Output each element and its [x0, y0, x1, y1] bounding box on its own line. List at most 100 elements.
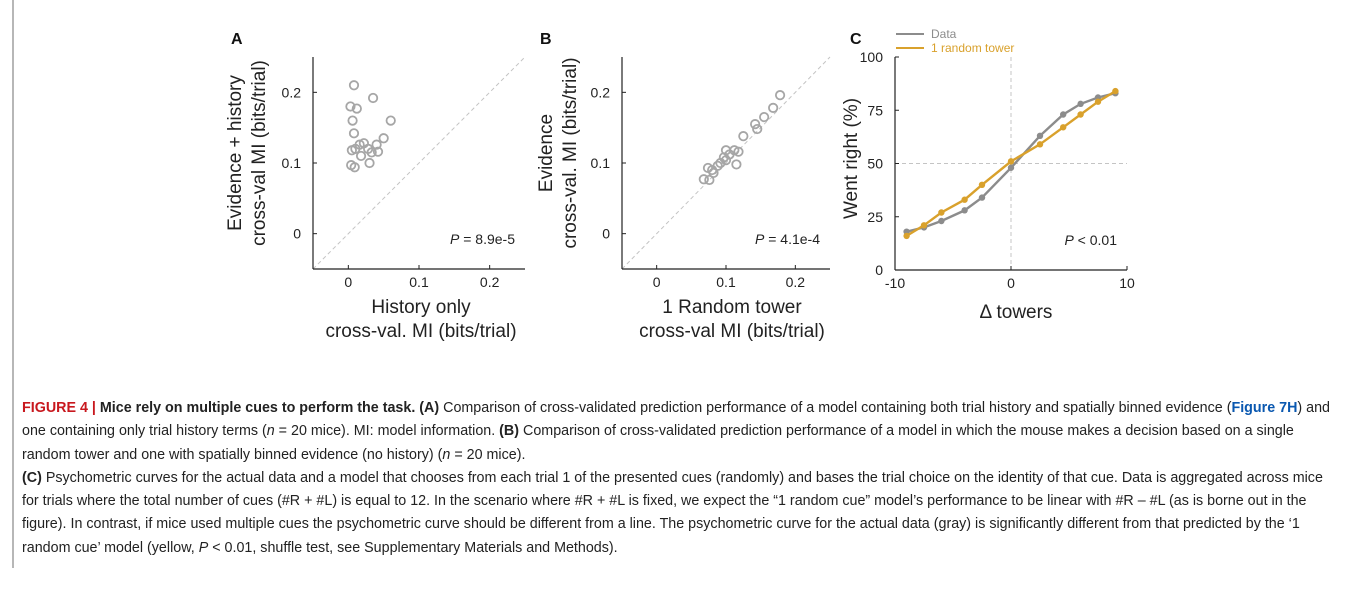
identity-line: [621, 56, 831, 270]
y-tick-label: 0.2: [591, 84, 611, 100]
p-value-annotation: P = 8.9e-5: [450, 231, 515, 247]
series-point: [978, 181, 986, 188]
caption-italic: n: [442, 446, 451, 463]
x-tick-label: 0: [1007, 275, 1015, 291]
scatter-point: [704, 174, 715, 186]
scatter-point: [355, 150, 367, 162]
caption-tag-b: (B): [499, 423, 520, 440]
x-tick-label: -10: [885, 275, 905, 291]
caption-paragraph: FIGURE 4 | Mice rely on multiple cues to…: [22, 397, 1342, 560]
scatter-point: [385, 115, 396, 126]
x-axis-label: cross-val MI (bits/trial): [639, 321, 825, 342]
scatter-point: [366, 147, 377, 158]
caption-text: Psychometric curves for the actual data …: [22, 469, 1323, 556]
y-axis-label: cross-val. MI (bits/trial): [560, 57, 581, 248]
scatter-point: [750, 119, 761, 130]
p-value-annotation: P = 4.1e-4: [755, 231, 820, 247]
series-point: [920, 222, 928, 229]
scatter-point: [346, 145, 357, 156]
y-tick-label: 0.2: [282, 84, 302, 100]
series-point: [1036, 141, 1044, 148]
x-tick-label: 0.1: [716, 274, 736, 290]
series-point: [1007, 164, 1015, 171]
scatter-point: [371, 139, 382, 150]
scatter-point: [768, 102, 779, 113]
caption-tag-a: (A): [419, 400, 440, 416]
y-tick-label: 0: [293, 226, 301, 242]
caption-text: = 20 mice).: [450, 446, 526, 463]
panel-letter: C: [850, 31, 862, 48]
series-point: [938, 217, 945, 225]
legend-label: 1 random tower: [931, 41, 1014, 55]
figure-charts: A 0 0.1 0.2 0 0.1 0.2 History only cross-val. MI…: [225, 27, 1135, 342]
caption-text: = 20 mice). MI: model information.: [274, 423, 500, 440]
scatter-point: [731, 159, 742, 170]
y-tick-label: 75: [867, 102, 883, 118]
x-axis-label: cross-val. MI (bits/trial): [325, 321, 516, 342]
scatter-point: [372, 146, 384, 157]
y-axis-label: Evidence: [536, 114, 557, 192]
y-tick-label: 100: [860, 49, 884, 65]
series-point: [1060, 111, 1067, 118]
series-point: [978, 194, 986, 201]
caption-figure-link[interactable]: Figure 7H: [1231, 400, 1298, 416]
caption-figure-label: FIGURE 4 |: [22, 400, 96, 416]
p-value-symbol: P: [450, 231, 460, 247]
scatter-point: [348, 128, 360, 139]
series-point: [938, 209, 945, 216]
series-point: [1077, 111, 1084, 118]
series-point: [1112, 87, 1119, 95]
p-value-text: = 4.1e-4: [764, 231, 820, 247]
panel-letter: A: [231, 31, 243, 48]
scatter-point: [720, 155, 732, 166]
scatter-point: [364, 157, 375, 169]
series-point: [961, 196, 968, 203]
x-tick-label: 0.1: [409, 274, 429, 290]
scatter-point: [752, 123, 763, 135]
x-tick-label: 10: [1119, 275, 1135, 291]
series-point: [903, 232, 910, 240]
scatter-point: [348, 80, 360, 91]
scatter-point: [738, 131, 749, 142]
identity-line: [312, 56, 526, 270]
scatter-point: [349, 162, 360, 173]
scatter-point: [759, 111, 770, 123]
x-tick-label: 0.2: [786, 274, 806, 290]
scatter-point: [367, 92, 379, 104]
y-tick-label: 0.1: [282, 155, 302, 171]
series-point: [1060, 124, 1067, 131]
x-tick-label: 0.2: [480, 274, 500, 290]
caption-text: < 0.01, shuffle test, see Supplementary …: [208, 539, 618, 556]
p-value-text: = 8.9e-5: [459, 231, 515, 247]
y-axis-label: Evidence + history: [225, 75, 246, 231]
scatter-point: [378, 133, 389, 144]
series-point: [1094, 98, 1102, 105]
p-value-symbol: P: [1064, 232, 1074, 248]
y-tick-label: 0.1: [591, 155, 611, 171]
y-tick-label: 0: [602, 226, 610, 242]
scatter-point: [715, 157, 726, 169]
x-axis-label: History only: [371, 297, 471, 318]
scatter-point: [774, 90, 786, 101]
x-tick-label: 0: [653, 274, 661, 290]
caption-italic: n: [266, 423, 275, 440]
y-tick-label: 0: [875, 262, 883, 278]
series-point: [961, 207, 968, 214]
p-value-annotation: P < 0.01: [1064, 232, 1117, 248]
scatter-point: [345, 101, 356, 112]
scatter-point: [347, 115, 358, 126]
legend-label: Data: [931, 27, 957, 41]
y-axis-label: cross-val MI (bits/trial): [249, 60, 270, 246]
series-point: [1007, 158, 1015, 165]
left-border-rule: [12, 0, 14, 568]
caption-title: Mice rely on multiple cues to perform th…: [95, 400, 420, 416]
series-point: [1036, 132, 1044, 140]
caption-tag-c: (C): [22, 469, 42, 486]
caption-text: ) and one containing only trial history …: [22, 400, 1330, 440]
scatter-point: [698, 174, 709, 185]
x-tick-label: 0: [344, 274, 352, 290]
caption-italic: P: [198, 539, 209, 556]
series-point: [1077, 100, 1084, 108]
x-axis-label: 1 Random tower: [662, 297, 802, 318]
